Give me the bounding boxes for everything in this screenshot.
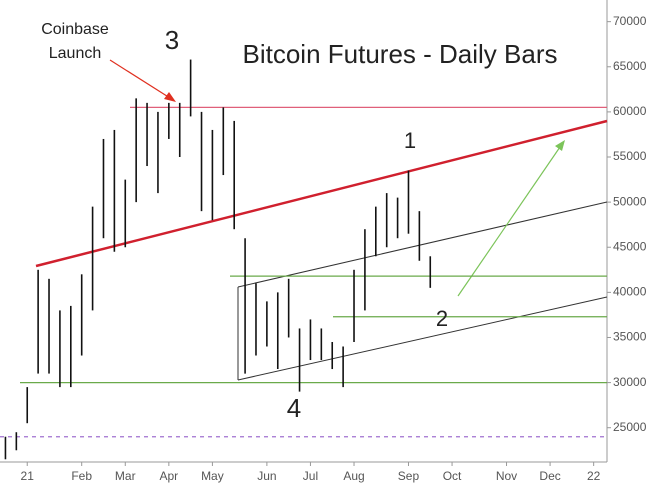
x-tick-label: Feb	[71, 469, 92, 483]
x-tick-label: Apr	[159, 469, 178, 483]
y-tick-label: 45000	[613, 239, 647, 253]
chart-title: Bitcoin Futures - Daily Bars	[243, 39, 558, 69]
annotation: 2	[436, 306, 448, 331]
x-tick-label: Oct	[443, 469, 462, 483]
x-tick-label: Mar	[115, 469, 136, 483]
trend-line	[35, 119, 608, 268]
channel-upper	[237, 201, 608, 288]
arrow-head	[164, 92, 176, 102]
y-tick-label: 60000	[613, 104, 647, 118]
annotation: 1	[404, 128, 416, 153]
y-tick-label: 40000	[613, 285, 647, 299]
annotation: Launch	[49, 45, 102, 62]
annotation: Coinbase	[41, 21, 109, 38]
arrow-head	[555, 140, 565, 151]
x-tick-label: Nov	[496, 469, 517, 483]
y-tick-label: 50000	[613, 194, 647, 208]
x-tick-label: Dec	[539, 469, 560, 483]
x-tick-label: Jun	[257, 469, 276, 483]
projection-arrow	[457, 146, 561, 297]
x-tick-label: Sep	[398, 469, 420, 483]
y-tick-label: 70000	[613, 14, 647, 28]
y-tick-label: 25000	[613, 420, 647, 434]
x-tick-label: May	[201, 469, 224, 483]
x-tick-label: 21	[21, 469, 35, 483]
channel-lower	[237, 296, 608, 381]
x-tick-label: 22	[587, 469, 601, 483]
annotation: 3	[165, 25, 179, 55]
x-tick-label: Aug	[343, 469, 364, 483]
y-tick-label: 35000	[613, 330, 647, 344]
y-tick-label: 30000	[613, 375, 647, 389]
annotation: 4	[287, 393, 301, 423]
callout-arrow	[109, 59, 171, 99]
x-tick-label: Jul	[303, 469, 318, 483]
y-tick-label: 55000	[613, 149, 647, 163]
y-tick-label: 65000	[613, 59, 647, 73]
